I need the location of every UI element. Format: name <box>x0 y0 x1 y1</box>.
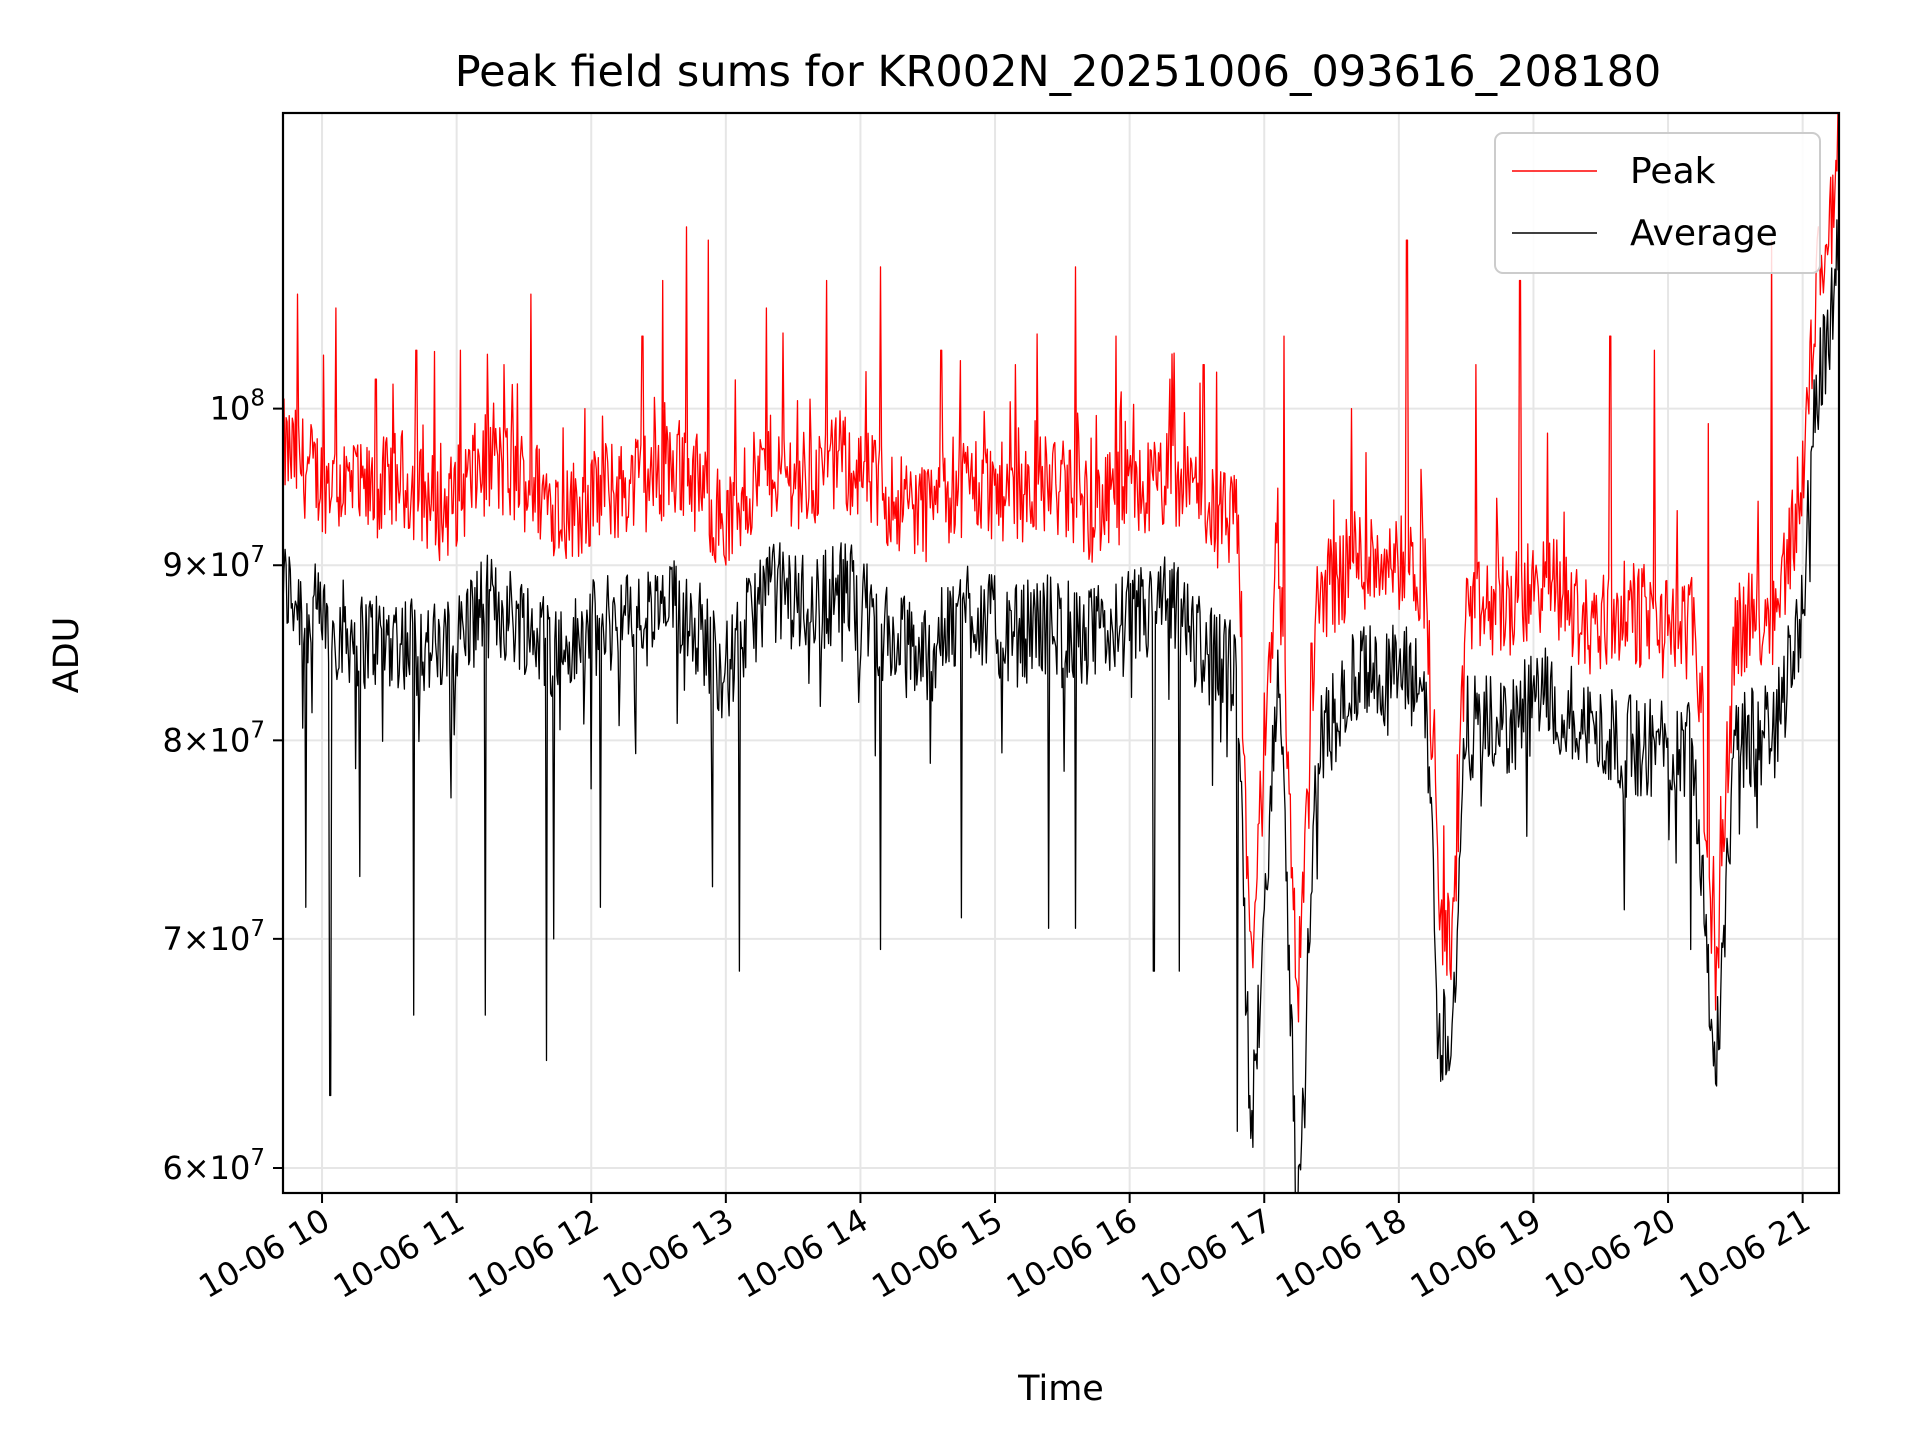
y-tick-label: 8×107 <box>162 717 265 759</box>
y-tick-label: 108 <box>210 386 265 428</box>
plot-frame <box>281 111 1841 1195</box>
x-axis-label: Time <box>1017 1369 1104 1409</box>
legend-average-label: Average <box>1630 213 1778 254</box>
y-tick-label: 7×107 <box>162 916 265 958</box>
series-average <box>283 219 1839 1193</box>
grid <box>283 113 1839 1193</box>
series-peak-line <box>283 113 1839 1023</box>
y-tick-label: 6×107 <box>162 1145 265 1187</box>
series-peak <box>283 113 1839 1023</box>
series-average-line <box>283 219 1839 1193</box>
y-tick-label: 9×107 <box>162 542 265 584</box>
legend-frame <box>1494 132 1821 274</box>
legend: Peak Average <box>1494 132 1821 274</box>
chart-title: Peak field sums for KR002N_20251006_0936… <box>455 47 1662 97</box>
y-axis-label: ADU <box>47 617 87 694</box>
plot-area <box>283 113 1839 1193</box>
legend-peak-label: Peak <box>1630 151 1716 192</box>
y-axis: 6×107 7×107 8×107 9×107 108 <box>162 386 283 1187</box>
